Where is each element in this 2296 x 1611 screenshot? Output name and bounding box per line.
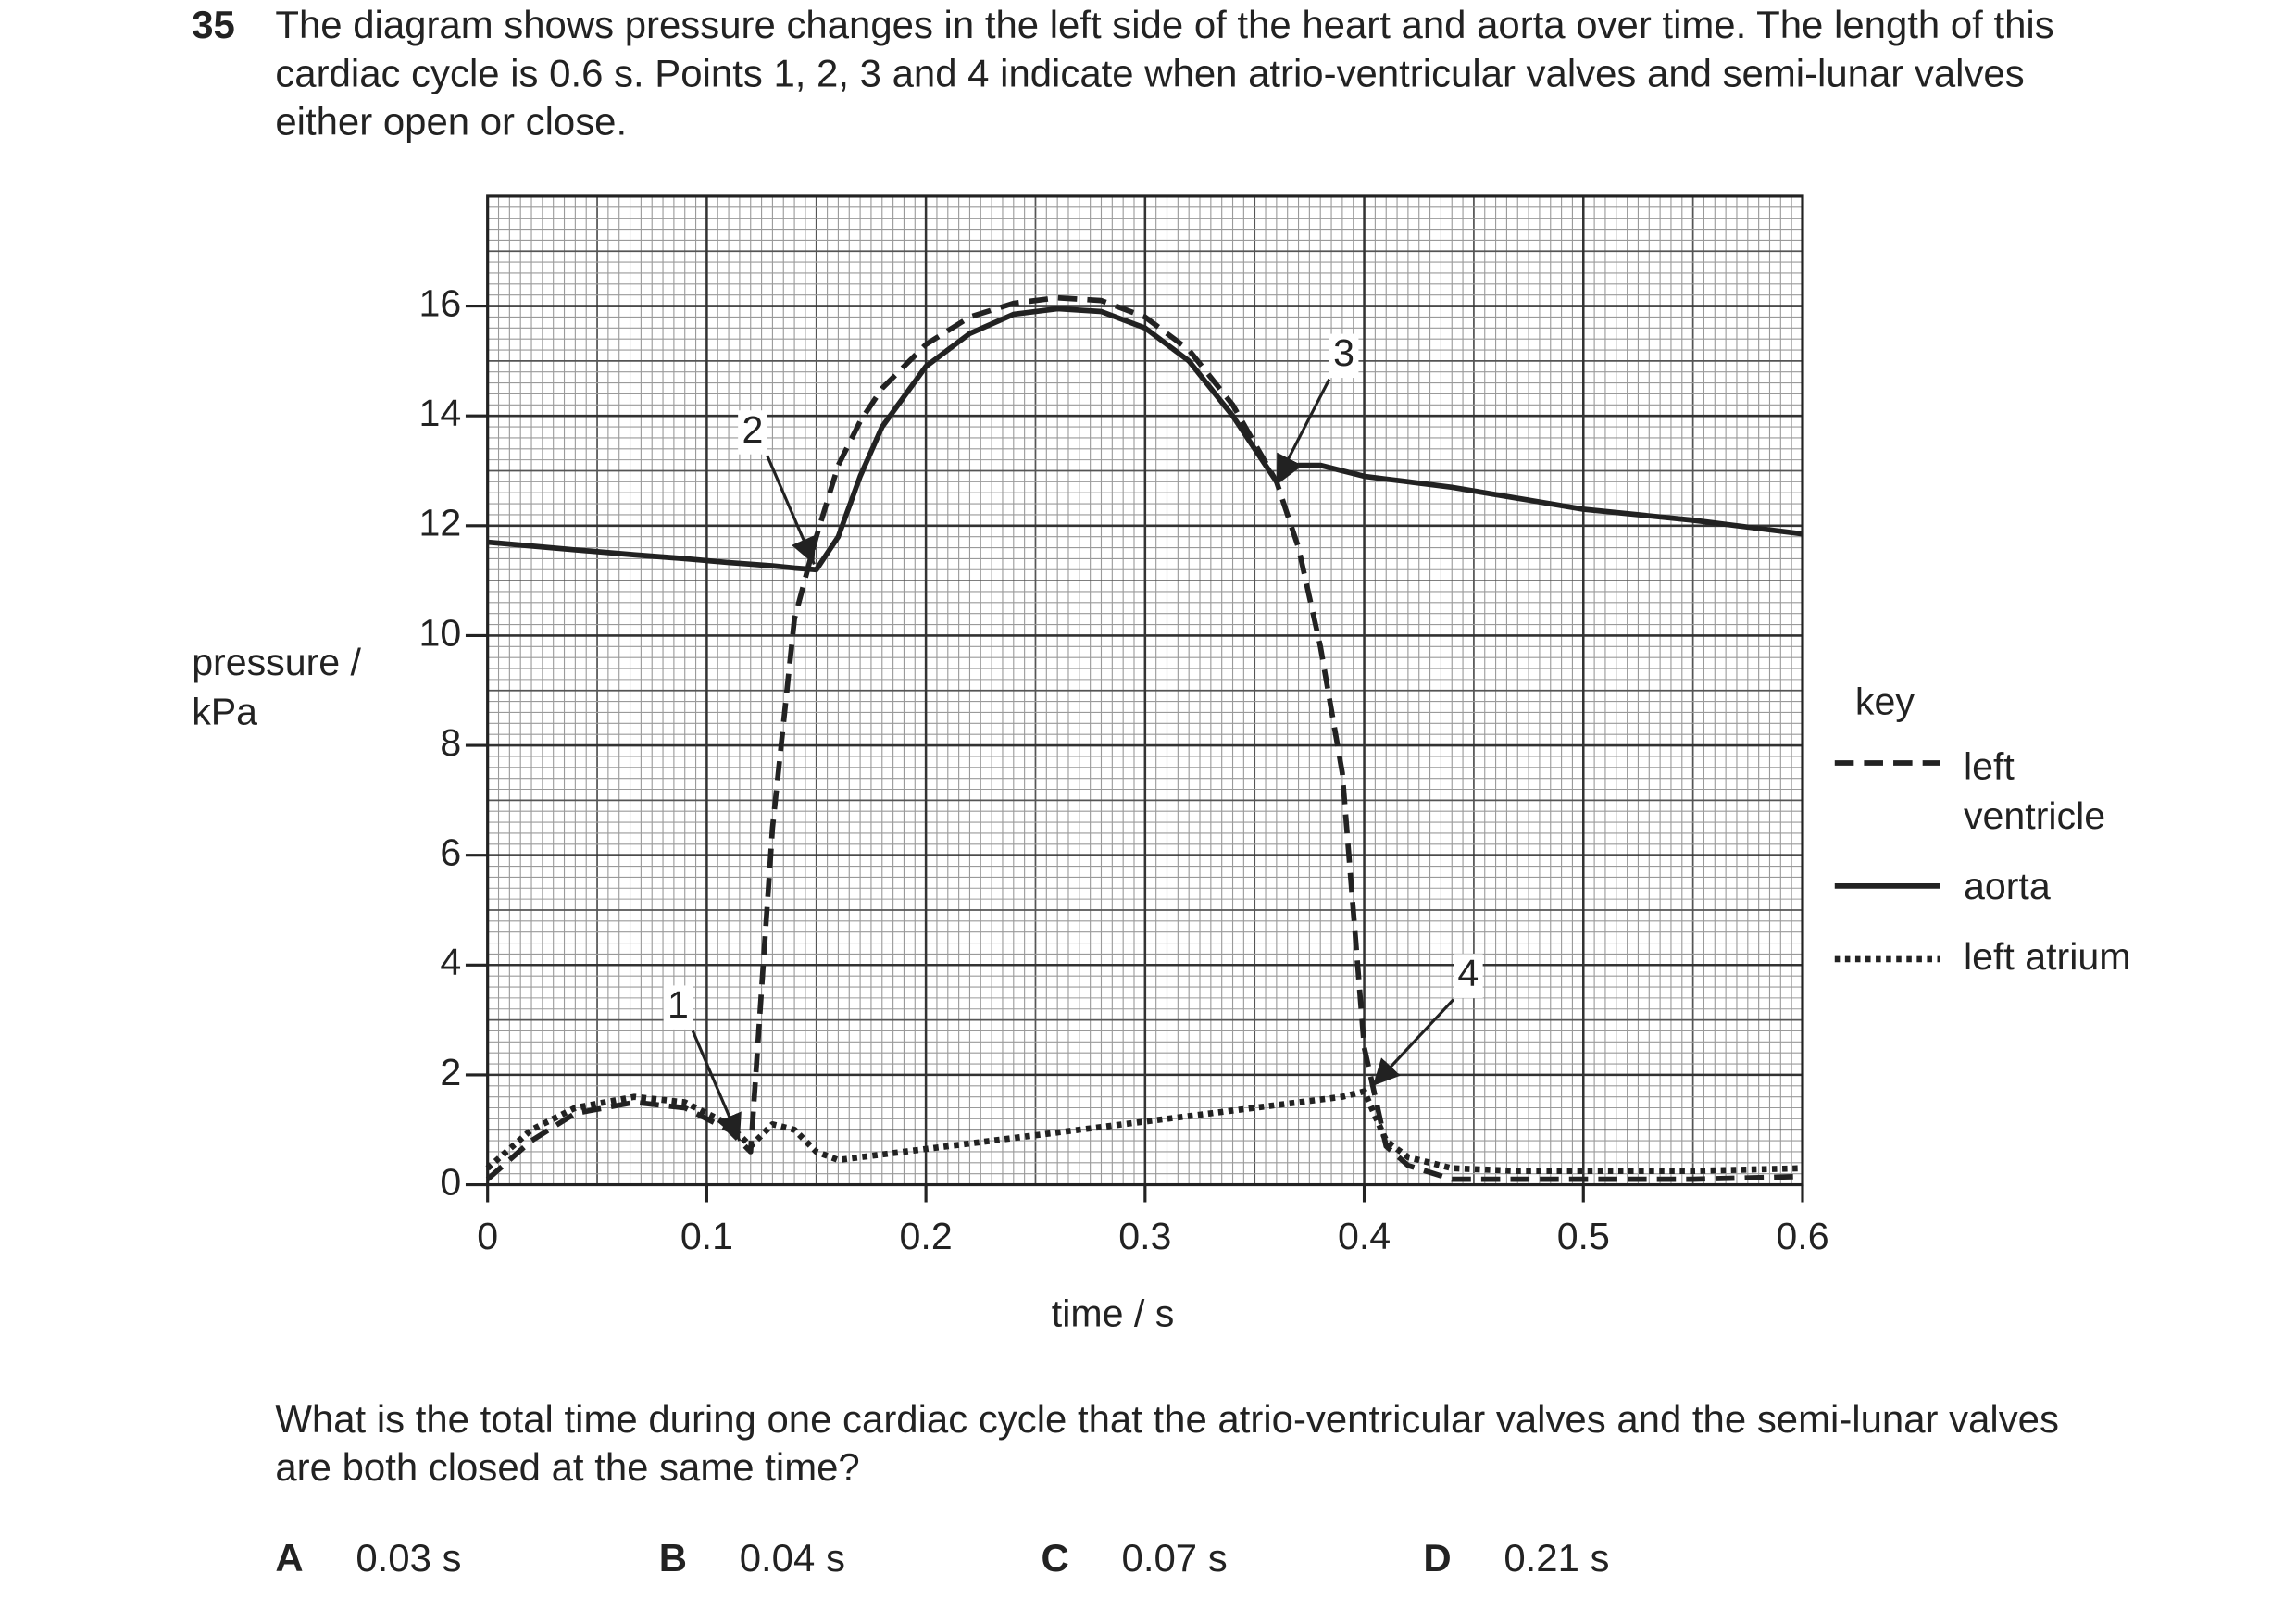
annotation-bg	[663, 985, 693, 1030]
legend-label: left atrium	[1963, 934, 2131, 979]
y-axis-label: kPa	[192, 691, 257, 733]
annotation-arrow	[1371, 998, 1455, 1087]
option-letter: B	[658, 1536, 688, 1580]
y-tick-label: 14	[418, 392, 461, 434]
annotation-label: 4	[1457, 952, 1479, 994]
y-tick-label: 10	[418, 611, 461, 654]
annotation-label: 3	[1333, 331, 1354, 374]
y-tick-label: 6	[440, 831, 461, 874]
annotation-label: 1	[668, 983, 689, 1026]
plot-frame	[486, 194, 1804, 1187]
x-tick-label: 0.2	[900, 1215, 953, 1257]
x-tick-label: 0.1	[680, 1215, 733, 1257]
option-letter: C	[1041, 1536, 1069, 1580]
question-prompt: What is the total time during one cardia…	[275, 1396, 2059, 1490]
option-text: 0.03 s	[356, 1536, 462, 1580]
annotation-arrow	[691, 1030, 742, 1142]
option-letter: D	[1423, 1536, 1452, 1580]
x-tick-label: 0	[477, 1215, 498, 1257]
legend-label: left ventricle	[1963, 743, 2106, 838]
option-text: 0.04 s	[739, 1536, 845, 1580]
annotation-bg	[1454, 954, 1483, 998]
legend-title: key	[1855, 681, 1915, 723]
y-tick-label: 8	[440, 721, 461, 764]
annotation-bg	[738, 410, 767, 455]
series-line	[487, 306, 1803, 573]
question-number: 35	[192, 3, 235, 47]
x-tick-label: 0.3	[1118, 1215, 1171, 1257]
annotation-arrow	[1275, 378, 1331, 483]
option-text: 0.07 s	[1121, 1536, 1228, 1580]
y-tick-label: 2	[440, 1051, 461, 1093]
y-axis-label: pressure /	[192, 641, 361, 683]
x-tick-label: 0.6	[1776, 1215, 1828, 1257]
legend-label: aorta	[1963, 864, 2051, 908]
y-tick-label: 12	[418, 502, 461, 544]
x-tick-label: 0.5	[1557, 1215, 1610, 1257]
option-letter: A	[275, 1536, 304, 1580]
question-stem: The diagram shows pressure changes in th…	[275, 3, 2054, 144]
x-tick-label: 0.4	[1338, 1215, 1391, 1257]
y-tick-label: 4	[440, 941, 461, 983]
annotation-label: 2	[742, 408, 764, 451]
y-tick-label: 0	[440, 1160, 461, 1203]
x-axis-label: time / s	[1052, 1293, 1174, 1335]
annotation-arrow	[766, 455, 817, 565]
annotation-bg	[1329, 333, 1359, 379]
y-tick-label: 16	[418, 281, 461, 324]
option-text: 0.21 s	[1504, 1536, 1610, 1580]
